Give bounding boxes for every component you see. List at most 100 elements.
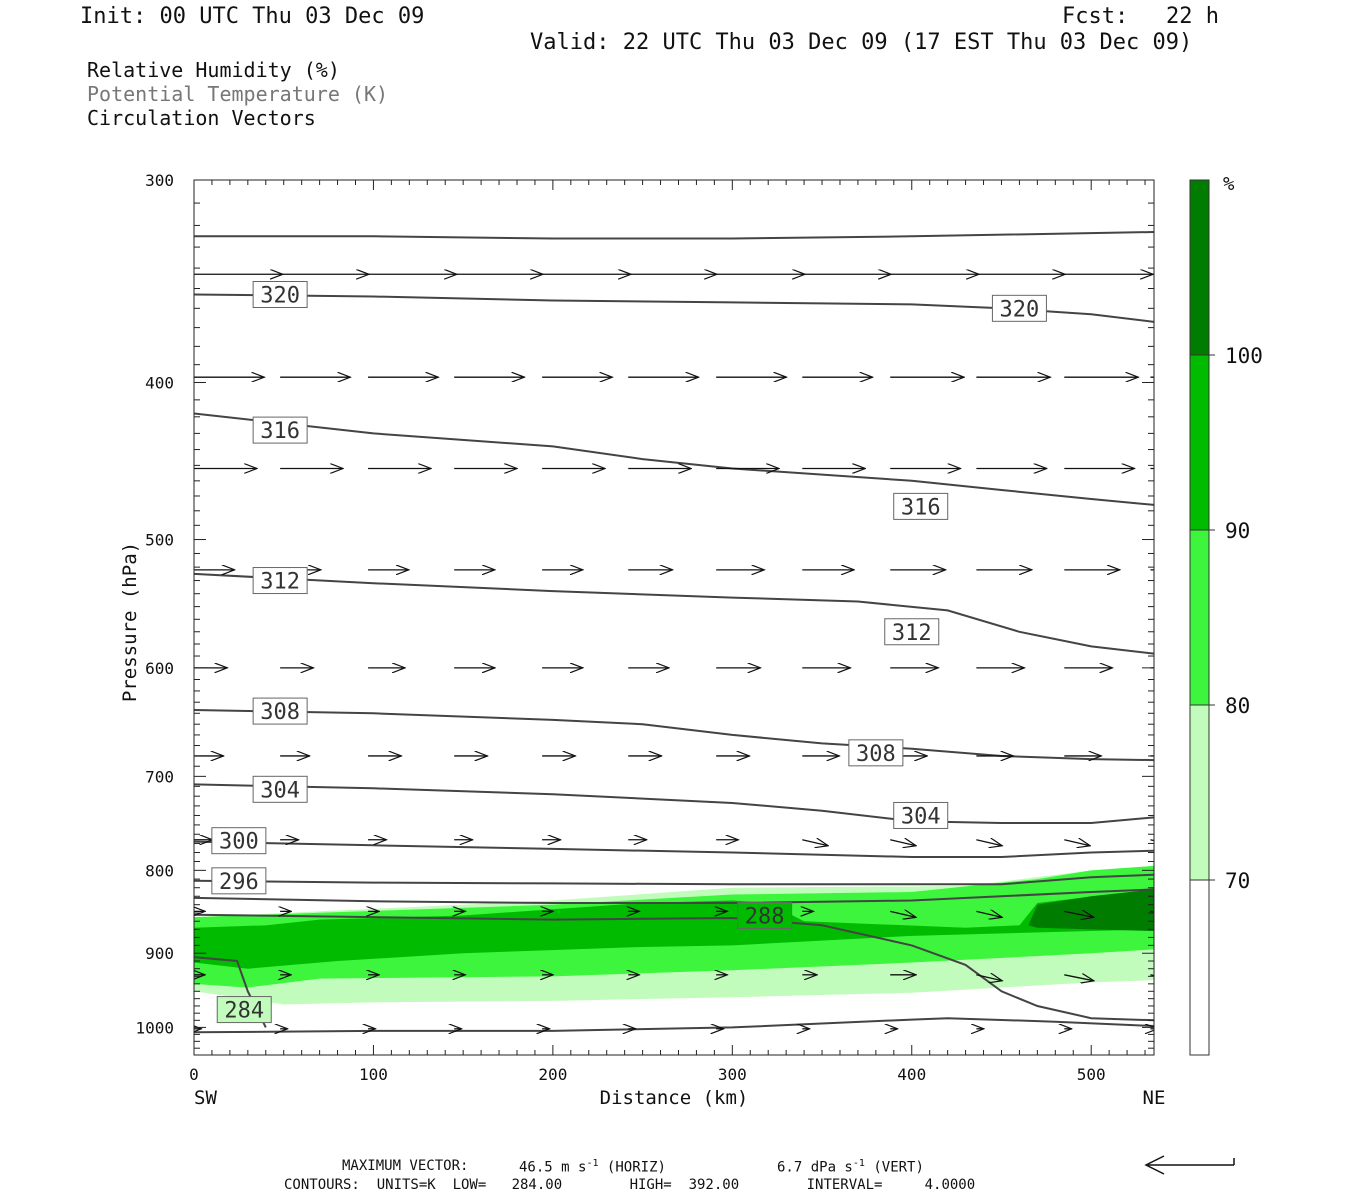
colorbar-segment	[1190, 180, 1209, 355]
contour-label-text: 284	[224, 999, 264, 1024]
theta-contour-layer	[194, 231, 1154, 1034]
theta-contour-288	[194, 913, 1154, 1022]
x-axis-label: Distance (km)	[600, 1087, 749, 1109]
y-tick-label: 900	[145, 944, 174, 963]
contour-label-box	[884, 618, 940, 646]
colorbar: 100 90 80 70%	[1189, 173, 1263, 1056]
colorbar-segment	[1190, 705, 1209, 880]
theta-contour-320	[194, 293, 1154, 323]
x-tick-label: 0	[189, 1065, 199, 1084]
contour-label-text: 320	[260, 284, 300, 309]
contour-label-box	[737, 901, 793, 929]
colorbar-segment	[1190, 530, 1209, 705]
contour-info: CONTOURS: UNITS=K LOW= 284.00 HIGH= 392.…	[284, 1177, 976, 1193]
x-tick-label: 200	[538, 1065, 567, 1084]
y-axis-label: Pressure (hPa)	[119, 542, 141, 702]
theta-contour-304	[194, 783, 1154, 824]
rh-band-90	[194, 889, 1154, 969]
endpoint-sw: SW	[194, 1087, 217, 1109]
contour-label-text: 312	[892, 621, 932, 646]
y-tick-label: 500	[145, 531, 174, 550]
contour-label-text: 316	[260, 419, 300, 444]
circulation-vector	[976, 911, 1002, 917]
circulation-vector	[976, 975, 1002, 981]
circulation-vector	[1064, 911, 1094, 917]
circulation-vector	[802, 840, 828, 846]
contour-label-text: 300	[219, 830, 259, 855]
contour-label-text: 308	[856, 742, 896, 767]
axes-layer: 0 100 200 300 400 500 300 400 500 600 700 800 900 100…	[135, 171, 1154, 1084]
circulation-vector	[976, 840, 1002, 846]
contour-label-text: 304	[260, 778, 300, 803]
theta-contour-324	[194, 231, 1154, 240]
rh-fill-layer	[194, 865, 1154, 1005]
circulation-vector	[1064, 840, 1090, 846]
colorbar-label: 90	[1225, 519, 1250, 543]
contour-label-box	[216, 996, 272, 1024]
contour-label-box	[848, 739, 904, 767]
legend-circulation-vectors: Circulation Vectors	[87, 106, 316, 130]
contour-label-288: 288	[737, 901, 793, 929]
contour-label-box	[893, 492, 949, 520]
circulation-vector	[1064, 975, 1094, 981]
contour-label-text: 316	[901, 495, 941, 520]
theta-contour-284	[194, 1017, 1154, 1034]
contour-label-316: 316	[893, 492, 949, 520]
contour-label-layer: 284 288 296 300 304 308 312 316 320 320 316 312 308 3…	[211, 281, 1047, 1024]
x-tick-label: 100	[359, 1065, 388, 1084]
valid-time: Valid: 22 UTC Thu 03 Dec 09 (17 EST Thu …	[530, 30, 1193, 55]
theta-contour-292	[194, 888, 1154, 904]
contour-label-text: 312	[260, 570, 300, 595]
colorbar-label: 70	[1225, 869, 1250, 893]
max-vector-label: MAXIMUM VECTOR:	[342, 1158, 469, 1174]
contour-label-box	[893, 801, 949, 829]
circulation-vector	[890, 840, 916, 846]
contour-label-box	[252, 697, 308, 725]
contour-label-box	[991, 294, 1047, 322]
theta-contour-316	[194, 412, 1154, 506]
colorbar-segment	[1190, 355, 1209, 530]
contour-label-text: 320	[1000, 297, 1040, 322]
circulation-vector	[1150, 974, 1154, 977]
theta-contour-312	[194, 572, 1154, 655]
legend-potential-temperature: Potential Temperature (K)	[87, 82, 389, 106]
contour-label-box	[252, 567, 308, 595]
y-tick-label: 700	[145, 767, 174, 786]
contour-label-box	[211, 867, 267, 895]
contour-label-296: 296	[211, 867, 267, 895]
plot-frame	[193, 179, 1155, 1056]
contour-label-text: 288	[745, 904, 785, 929]
circulation-vector	[890, 911, 916, 917]
x-tick-label: 400	[897, 1065, 926, 1084]
contour-label-text: 308	[260, 700, 300, 725]
contour-label-308: 308	[848, 739, 904, 767]
contour-label-308: 308	[252, 697, 308, 725]
max-vector-horizontal: 46.5 m s-1 (HORIZ)	[519, 1158, 666, 1176]
colorbar-label: 100	[1225, 344, 1263, 368]
x-tick-label: 300	[718, 1065, 747, 1084]
circulation-vector	[1150, 910, 1154, 913]
theta-contour-308	[194, 709, 1154, 762]
contour-label-312: 312	[884, 618, 940, 646]
colorbar-frame	[1189, 179, 1210, 1056]
contour-label-304: 304	[252, 775, 308, 803]
contour-label-box	[252, 281, 308, 309]
init-time: Init: 00 UTC Thu 03 Dec 09	[80, 4, 425, 29]
contour-label-text: 304	[901, 804, 941, 829]
forecast-label: Fcst:	[1062, 4, 1129, 29]
contour-label-300: 300	[211, 827, 267, 855]
max-vector-vertical: 6.7 dPa s-1 (VERT)	[777, 1158, 924, 1176]
y-tick-label: 1000	[135, 1018, 174, 1037]
y-tick-label: 300	[145, 171, 174, 190]
theta-contour-296	[194, 873, 1154, 886]
contour-label-320: 320	[991, 294, 1047, 322]
contour-label-320: 320	[252, 281, 308, 309]
contour-label-text: 296	[219, 870, 259, 895]
vector-layer	[194, 274, 1154, 1029]
y-tick-label: 400	[145, 373, 174, 392]
contour-label-box	[211, 827, 267, 855]
y-tick-label: 600	[145, 659, 174, 678]
theta-contour-300	[194, 840, 1154, 858]
colorbar-segment	[1190, 880, 1209, 1055]
